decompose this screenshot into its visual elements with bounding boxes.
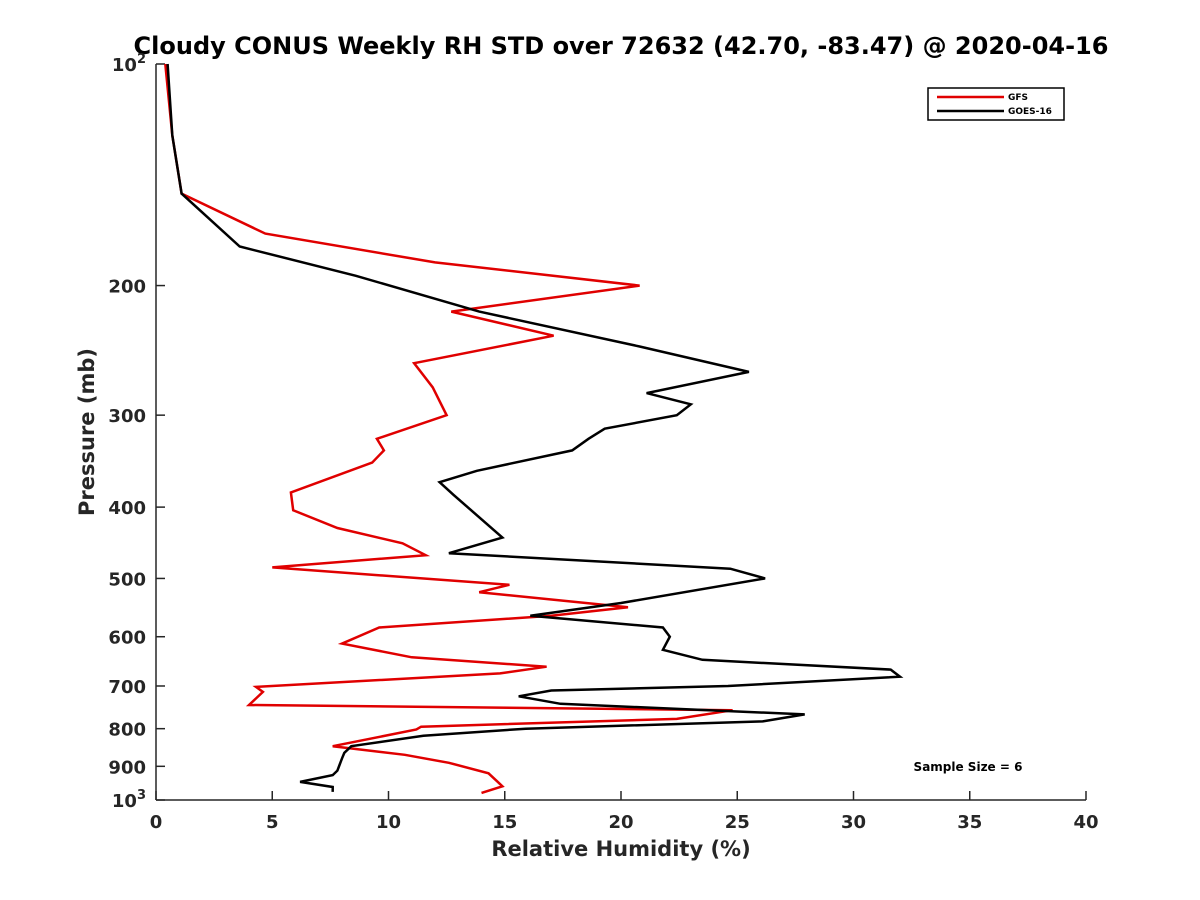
series-line-gfs xyxy=(164,63,733,795)
y-tick-label: 103 xyxy=(112,788,146,812)
sample-size-annotation: Sample Size = 6 xyxy=(914,760,1023,774)
y-tick-label: 400 xyxy=(108,498,146,519)
x-tick-label: 5 xyxy=(266,812,279,833)
x-axis-label: Relative Humidity (%) xyxy=(491,837,750,861)
x-tick-group: 0 5 10 15 20 25 30 35 40 xyxy=(150,791,1099,833)
x-tick-label: 35 xyxy=(957,812,982,833)
x-tick-label: 15 xyxy=(492,812,517,833)
series-line-goes-16 xyxy=(166,63,904,792)
legend-label-goes16: GOES-16 xyxy=(1008,107,1052,117)
chart-title: Cloudy CONUS Weekly RH STD over 72632 (4… xyxy=(134,32,1109,60)
y-tick-label: 300 xyxy=(108,406,146,427)
y-tick-label: 900 xyxy=(108,757,146,778)
legend-label-gfs: GFS xyxy=(1008,93,1028,103)
x-tick-label: 30 xyxy=(841,812,866,833)
y-tick-label: 200 xyxy=(108,277,146,298)
y-tick-label: 800 xyxy=(108,720,146,741)
x-tick-label: 40 xyxy=(1073,812,1098,833)
x-tick-label: 25 xyxy=(725,812,750,833)
y-axis-label: Pressure (mb) xyxy=(75,348,99,516)
x-tick-label: 0 xyxy=(150,812,163,833)
y-tick-label: 102 xyxy=(112,52,146,76)
legend: GFS GOES-16 xyxy=(927,87,1065,121)
y-tick-label: 700 xyxy=(108,677,146,698)
y-tick-label: 500 xyxy=(108,569,146,590)
y-tick-label: 600 xyxy=(108,628,146,649)
series-layer xyxy=(164,63,904,795)
x-tick-label: 20 xyxy=(608,812,633,833)
y-tick-group: 102 200 300 400 500 600 700 800 900 103 xyxy=(108,52,165,812)
x-tick-label: 10 xyxy=(376,812,401,833)
legend-box xyxy=(927,87,1065,121)
